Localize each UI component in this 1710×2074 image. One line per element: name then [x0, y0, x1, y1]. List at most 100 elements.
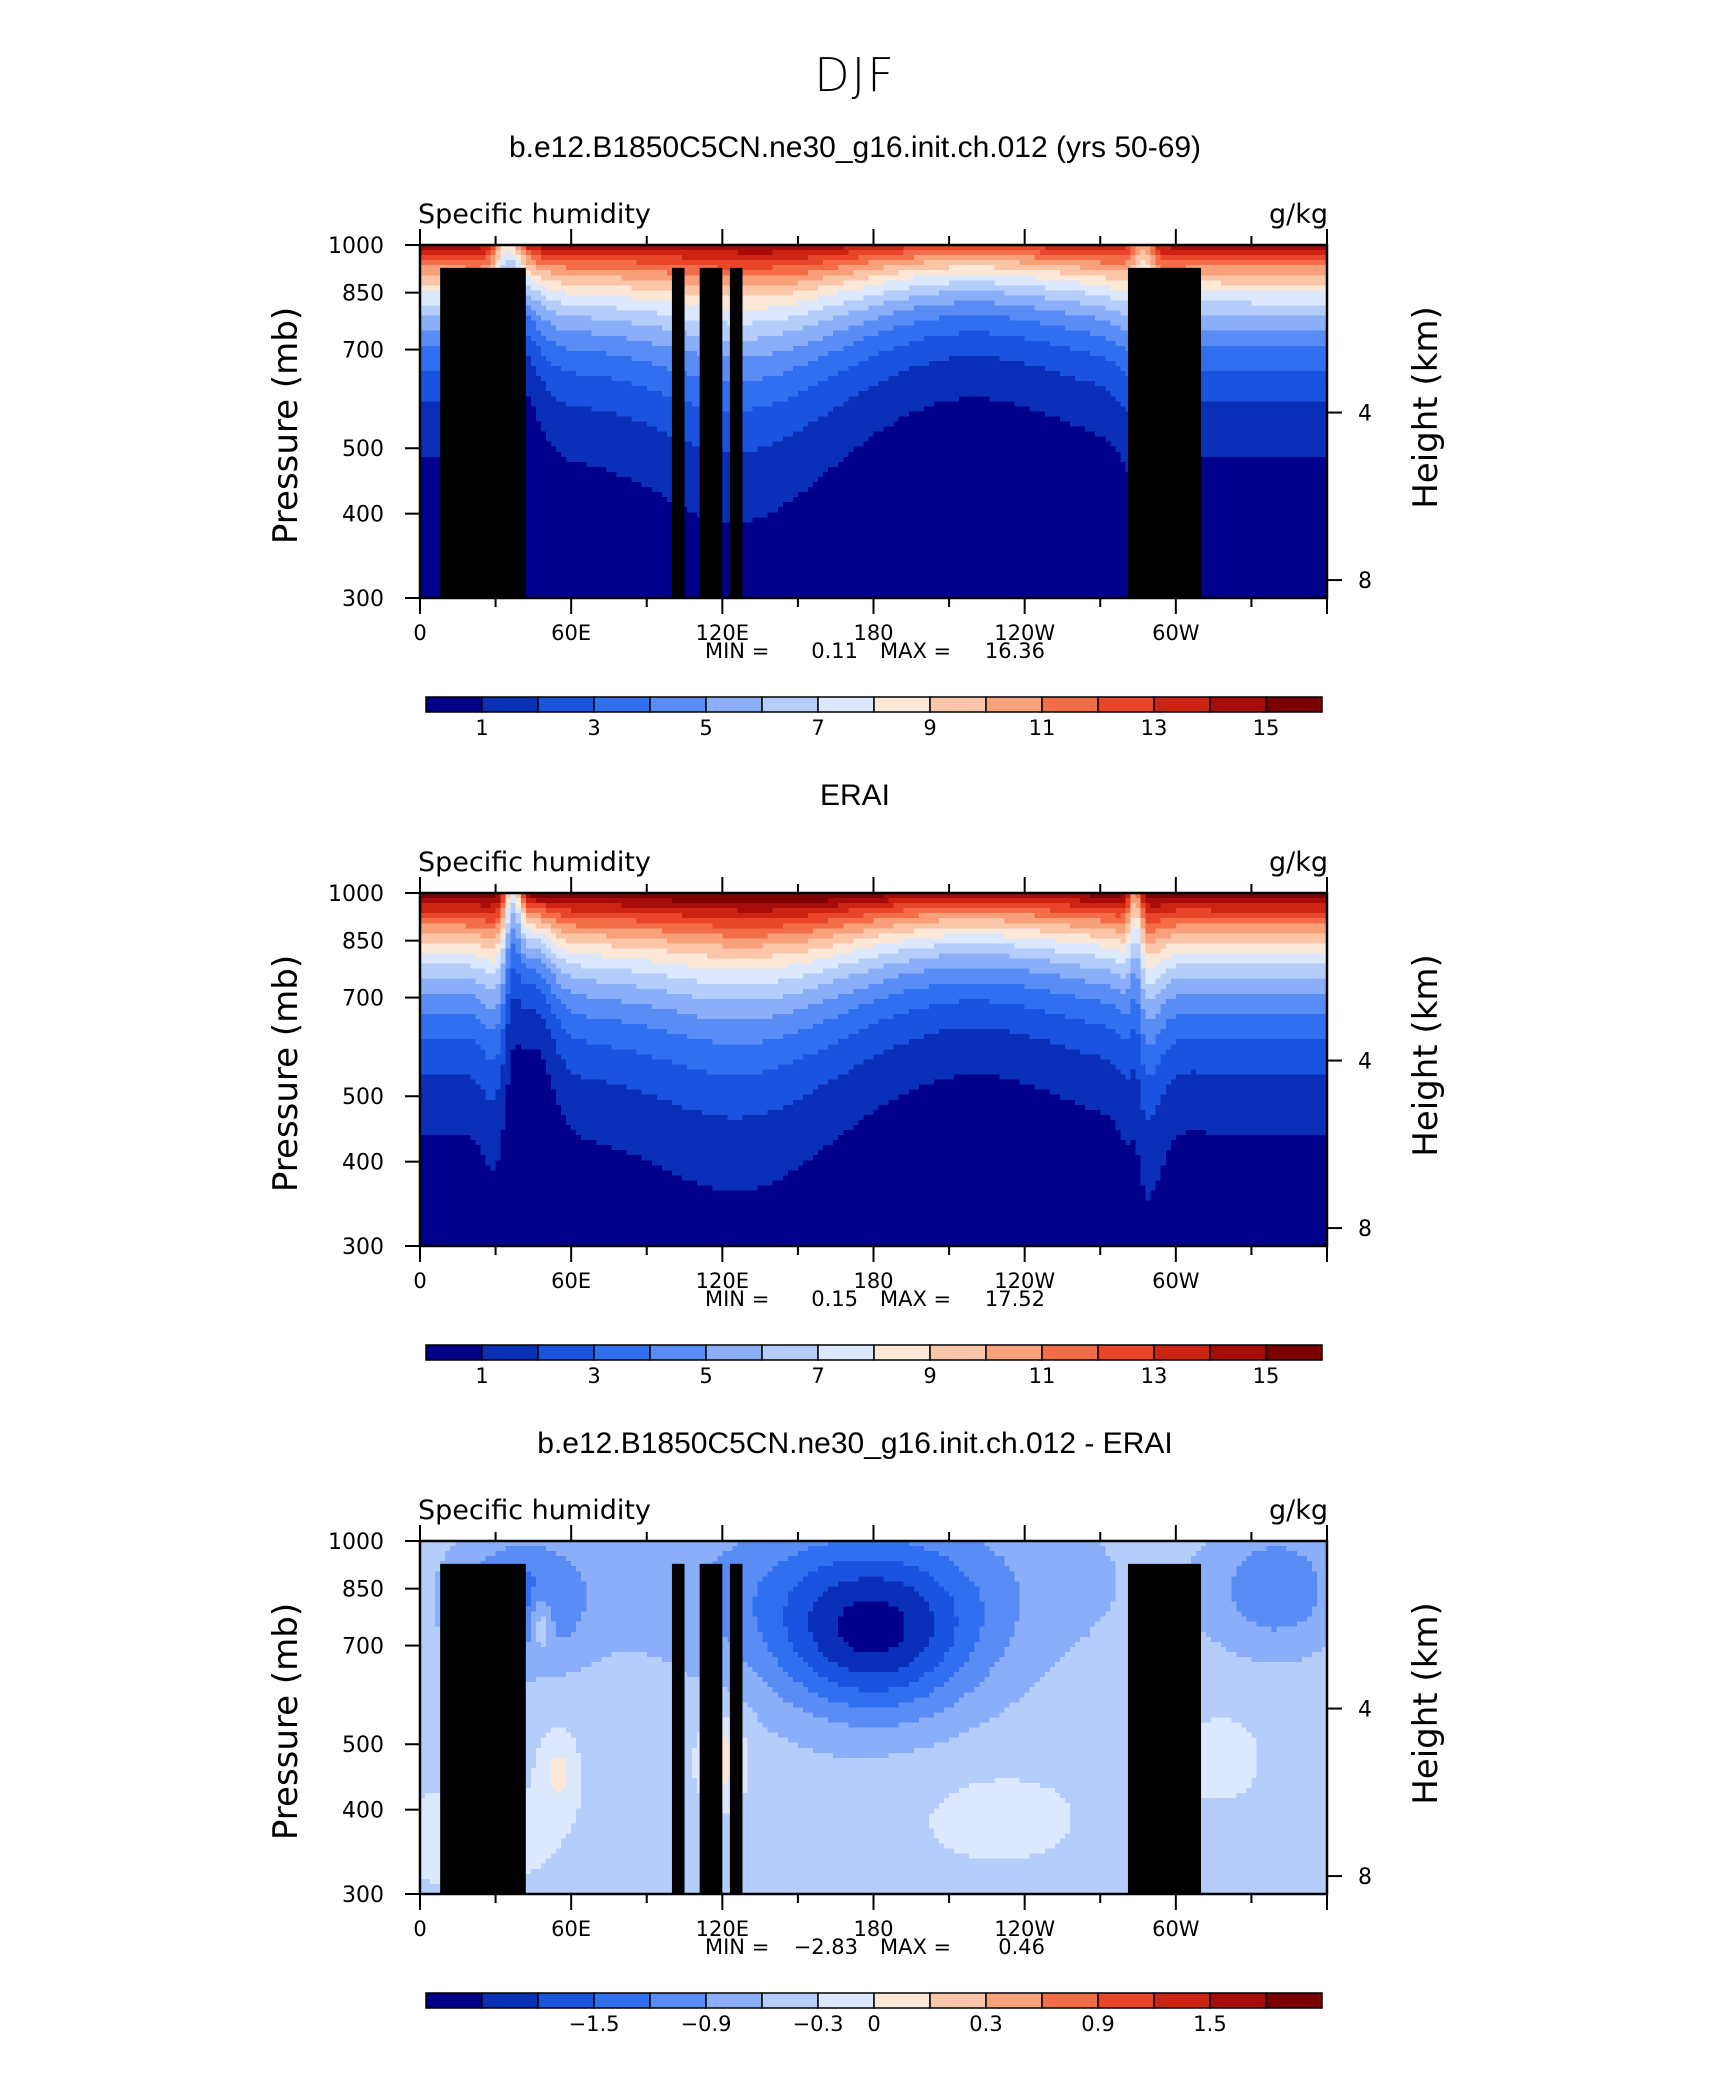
y-tick-label: 300 — [342, 1883, 384, 1908]
colorbar-box — [929, 1992, 987, 2009]
colorbar-label: 11 — [1029, 716, 1056, 740]
max-value: 16.36 — [985, 639, 1045, 663]
x-tick-label: 120E — [696, 1917, 749, 1941]
x-tick-label: 60W — [1152, 621, 1200, 645]
x-tick-label: 60E — [551, 621, 591, 645]
colorbar-label: 1 — [475, 716, 488, 740]
colorbar-box — [705, 696, 763, 713]
topography-block — [490, 292, 519, 598]
colorbar: −1.5 −0.9 −0.3 0 0.3 0.9 1.5 — [425, 1992, 1323, 2036]
colorbar-box — [1265, 1992, 1323, 2009]
x-tick-label: 60E — [551, 1269, 591, 1293]
colorbar-box — [1265, 1344, 1323, 1361]
y-tick-label: 700 — [342, 987, 384, 1012]
topography-block — [671, 267, 685, 598]
colorbar: 1 3 5 7 9 11 13 15 — [425, 1344, 1323, 1388]
x-tick-label: 180 — [853, 1269, 893, 1293]
height-tick-label: 4 — [1358, 1698, 1372, 1723]
colorbar-box — [425, 1344, 483, 1361]
colorbar-box — [761, 1992, 819, 2009]
contour-fill — [420, 893, 1328, 1247]
colorbar-label: 7 — [811, 716, 824, 740]
panel-3: 0 60E 120E 180 120W 60W 300 400 500 700 850 1000 4 8 P… — [266, 1495, 1446, 2036]
colorbar-box — [929, 696, 987, 713]
colorbar-label: 3 — [587, 716, 600, 740]
min-label: MIN = — [705, 1935, 769, 1959]
colorbar-box — [1265, 696, 1323, 713]
colorbar-box — [929, 1344, 987, 1361]
colorbar-label: −1.5 — [569, 2012, 620, 2036]
colorbar-box — [817, 696, 875, 713]
colorbar-box — [593, 696, 651, 713]
colorbar-box — [1097, 696, 1155, 713]
y-tick-label: 700 — [342, 339, 384, 364]
height-axis-label: Height (km) — [1406, 306, 1446, 509]
topography-block — [699, 267, 723, 598]
min-label: MIN = — [705, 1287, 769, 1311]
topography-block — [729, 1563, 743, 1894]
colorbar-label: 9 — [923, 716, 936, 740]
colorbar-label: 13 — [1141, 1364, 1168, 1388]
colorbar-box — [1097, 1344, 1155, 1361]
colorbar-box — [1153, 1992, 1211, 2009]
y-tick-label: 400 — [342, 1799, 384, 1824]
x-tick-label: 120E — [696, 1269, 749, 1293]
x-tick-label: 180 — [853, 621, 893, 645]
colorbar: 1 3 5 7 9 11 13 15 — [425, 696, 1323, 740]
colorbar-box — [985, 1344, 1043, 1361]
colorbar-label: 0 — [867, 2012, 880, 2036]
figure-title: DJF — [814, 48, 896, 102]
panel-1-title: b.e12.B1850C5CN.ne30_g16.init.ch.012 (yr… — [508, 131, 1202, 164]
colorbar-label: 5 — [699, 1364, 712, 1388]
y-tick-label: 700 — [342, 1635, 384, 1660]
colorbar-label: 9 — [923, 1364, 936, 1388]
y-tick-label: 400 — [342, 1151, 384, 1176]
height-tick-label: 8 — [1358, 1217, 1372, 1242]
max-label: MAX = — [880, 639, 951, 663]
colorbar-label: 15 — [1253, 716, 1280, 740]
colorbar-box — [537, 1992, 595, 2009]
colorbar-box — [537, 696, 595, 713]
colorbar-box — [649, 696, 707, 713]
height-tick-label: 8 — [1358, 1865, 1372, 1890]
colorbar-box — [1209, 696, 1267, 713]
colorbar-box — [705, 1992, 763, 2009]
panel-2-title: ERAI — [819, 779, 891, 812]
min-value: −2.83 — [794, 1935, 858, 1959]
height-axis-label: Height (km) — [1406, 1602, 1446, 1805]
colorbar-box — [873, 1992, 931, 2009]
y-tick-label: 300 — [342, 587, 384, 612]
x-tick-label: 0 — [413, 1917, 426, 1941]
colorbar-box — [481, 1992, 539, 2009]
colorbar-box — [1041, 696, 1099, 713]
colorbar-box — [1041, 1344, 1099, 1361]
colorbar-box — [817, 1992, 875, 2009]
right-string: g/kg — [1269, 1495, 1328, 1526]
max-value: 17.52 — [985, 1287, 1045, 1311]
colorbar-label: 3 — [587, 1364, 600, 1388]
colorbar-box — [1209, 1344, 1267, 1361]
y-tick-label: 500 — [342, 437, 384, 462]
colorbar-box — [537, 1344, 595, 1361]
y-tick-label: 500 — [342, 1085, 384, 1110]
colorbar-box — [1209, 1992, 1267, 2009]
x-tick-label: 60W — [1152, 1917, 1200, 1941]
height-tick-label: 4 — [1358, 1050, 1372, 1075]
x-tick-label: 0 — [413, 1269, 426, 1293]
colorbar-box — [425, 1992, 483, 2009]
y-axis-label: Pressure (mb) — [266, 955, 306, 1192]
topography-block — [671, 1563, 685, 1894]
colorbar-label: 0.3 — [969, 2012, 1002, 2036]
y-tick-label: 850 — [342, 282, 384, 307]
right-string: g/kg — [1269, 847, 1328, 878]
max-value: 0.46 — [998, 1935, 1045, 1959]
colorbar-label: −0.3 — [793, 2012, 844, 2036]
x-tick-label: 120W — [994, 1917, 1055, 1941]
colorbar-box — [593, 1992, 651, 2009]
panel-1: 0 60E 120E 180 120W 60W 300 400 500 700 850 1000 4 8 P… — [266, 199, 1446, 740]
min-value: 0.11 — [811, 639, 858, 663]
x-tick-label: 60W — [1152, 1269, 1200, 1293]
colorbar-box — [1041, 1992, 1099, 2009]
y-tick-label: 850 — [342, 1578, 384, 1603]
